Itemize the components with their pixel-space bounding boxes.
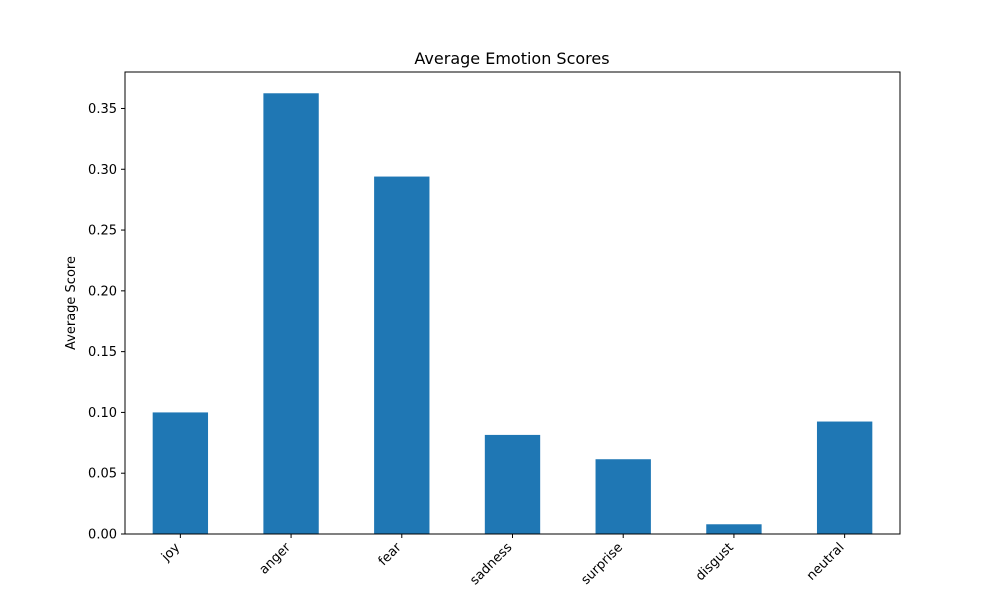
x-tick-label-joy: joy bbox=[158, 540, 183, 565]
bar-sadness bbox=[484, 434, 541, 534]
x-tick-label-neutral: neutral bbox=[804, 540, 847, 583]
x-tick-label-disgust: disgust bbox=[693, 540, 737, 584]
x-tick-label-fear: fear bbox=[376, 540, 405, 569]
plot-area-frame bbox=[124, 71, 901, 535]
x-tick-label-sadness: sadness bbox=[467, 540, 515, 588]
bar-disgust bbox=[706, 524, 762, 534]
y-tick-label: 0.10 bbox=[88, 406, 117, 421]
y-tick-label: 0.35 bbox=[88, 102, 117, 117]
bar-joy bbox=[152, 412, 209, 534]
y-tick-label: 0.25 bbox=[88, 224, 117, 239]
x-tick-label-surprise: surprise bbox=[578, 540, 626, 588]
x-tick-label-anger: anger bbox=[257, 540, 295, 578]
y-tick-label: 0.30 bbox=[88, 163, 117, 178]
y-tick-label: 0.00 bbox=[88, 528, 117, 543]
bar-surprise bbox=[595, 459, 651, 534]
chart-title: Average Emotion Scores bbox=[414, 49, 609, 68]
y-axis-label: Average Score bbox=[64, 256, 79, 350]
y-tick-label: 0.20 bbox=[88, 284, 117, 299]
bars-group bbox=[152, 93, 873, 535]
bar-fear bbox=[374, 176, 430, 534]
bar-neutral bbox=[816, 421, 873, 534]
y-tick-label: 0.15 bbox=[88, 345, 117, 360]
bar-anger bbox=[263, 93, 319, 535]
x-axis: joy anger fear sadness surprise disgust neutra… bbox=[158, 534, 847, 588]
y-tick-label: 0.05 bbox=[88, 467, 117, 482]
y-axis: 0.00 0.05 0.10 0.15 0.20 0.25 0.30 0.35 bbox=[88, 102, 125, 543]
